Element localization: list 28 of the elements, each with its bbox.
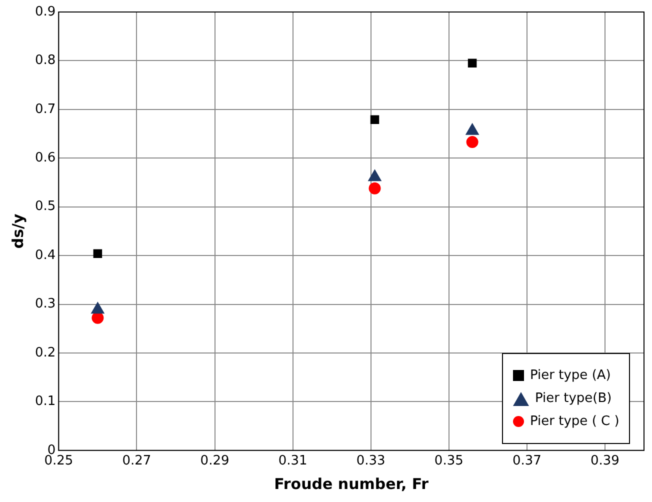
x-tick-label: 0.35 [434, 454, 464, 469]
point [370, 115, 380, 124]
x-tick-label: 0.31 [278, 454, 308, 469]
x-tick-label: 0.33 [356, 454, 386, 469]
y-tick-label: 0.9 [34, 4, 56, 20]
legend-label: Pier type ( C ) [530, 414, 620, 430]
y-tick-label: 0.1 [34, 394, 56, 410]
legend-label: Pier type (A) [530, 368, 611, 384]
point [466, 136, 478, 148]
legend-label: Pier type(B) [535, 391, 612, 406]
y-tick-label: 0.6 [34, 150, 56, 166]
point [368, 182, 381, 194]
y-tick-label: 0.8 [34, 53, 56, 68]
y-tick-label: 0.4 [34, 248, 56, 263]
x-axis-title: Froude number, Fr [274, 474, 430, 493]
point [368, 170, 382, 182]
x-tick-label: 0.29 [200, 454, 230, 469]
y-axis-title: ds/y [8, 214, 27, 249]
y-tick-label: 0.7 [34, 102, 56, 117]
x-tick-label: 0.39 [590, 454, 620, 469]
y-tick-label: 0.2 [34, 345, 56, 360]
x-tick-label: 0.37 [512, 454, 542, 469]
y-tick-label: 0.3 [34, 296, 56, 312]
point [91, 302, 104, 314]
x-tick-label: 0.27 [122, 454, 152, 469]
y-tick-label: 0.5 [34, 199, 56, 214]
point [93, 249, 102, 258]
point [468, 58, 477, 68]
